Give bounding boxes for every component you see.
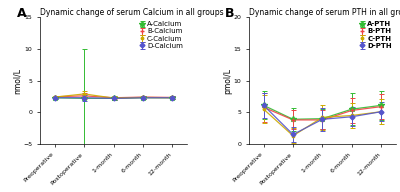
- Text: Dynamic change of serum PTH in all groups: Dynamic change of serum PTH in all group…: [249, 7, 400, 17]
- Y-axis label: pmol/L: pmol/L: [223, 68, 232, 94]
- Text: B: B: [225, 7, 235, 20]
- Y-axis label: nmol/L: nmol/L: [13, 68, 22, 94]
- Text: A: A: [16, 7, 26, 20]
- Text: Dynamic change of serum Calcium in all groups: Dynamic change of serum Calcium in all g…: [40, 7, 224, 17]
- Legend: A-PTH, B-PTH, C-PTH, D-PTH: A-PTH, B-PTH, C-PTH, D-PTH: [358, 21, 392, 49]
- Legend: A-Calcium, B-Calcium, C-Calcium, D-Calcium: A-Calcium, B-Calcium, C-Calcium, D-Calci…: [138, 21, 184, 49]
